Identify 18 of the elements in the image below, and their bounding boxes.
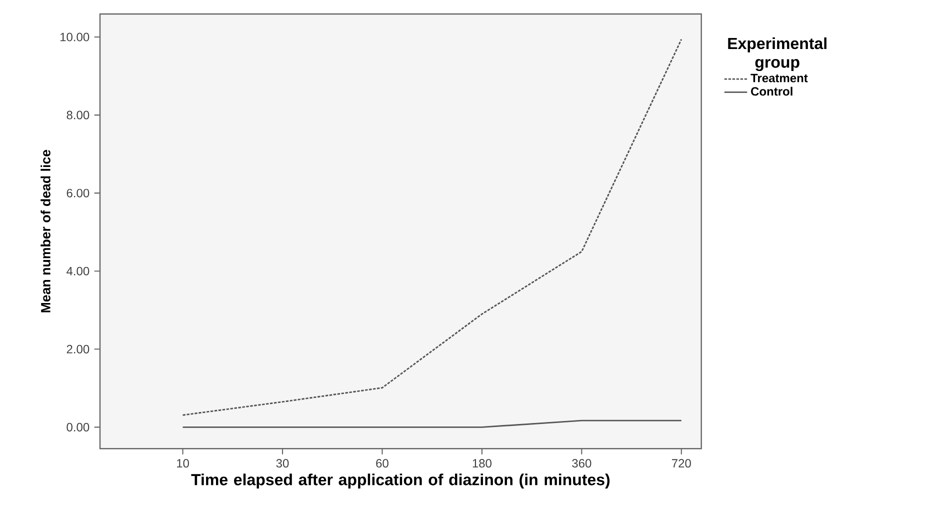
y-tick-label: 6.00 [66, 188, 90, 198]
line-series [182, 38, 682, 416]
y-tick-label: 2.00 [66, 344, 90, 354]
y-tick-label: 8.00 [66, 110, 90, 120]
x-tick-label: 30 [276, 459, 289, 468]
y-tick-label: 4.00 [66, 266, 90, 276]
y-tick-label: 10.00 [60, 32, 90, 42]
x-tick-label: 10 [177, 459, 189, 468]
y-tick-label: 0.00 [66, 422, 90, 432]
y-axis-title: Mean number of dead lice [40, 150, 50, 312]
x-tick-label: 60 [376, 459, 388, 468]
x-tick-label: 180 [472, 459, 492, 468]
x-tick-label: 720 [672, 459, 691, 468]
x-tick-label: 360 [572, 459, 592, 468]
legend-label: Control [751, 86, 792, 96]
legend-label: Treatment [750, 74, 808, 82]
x-axis-title: Time elapsed after application of diazinon (in minutes) [191, 474, 610, 489]
legend-title: Experimental group [728, 37, 826, 72]
